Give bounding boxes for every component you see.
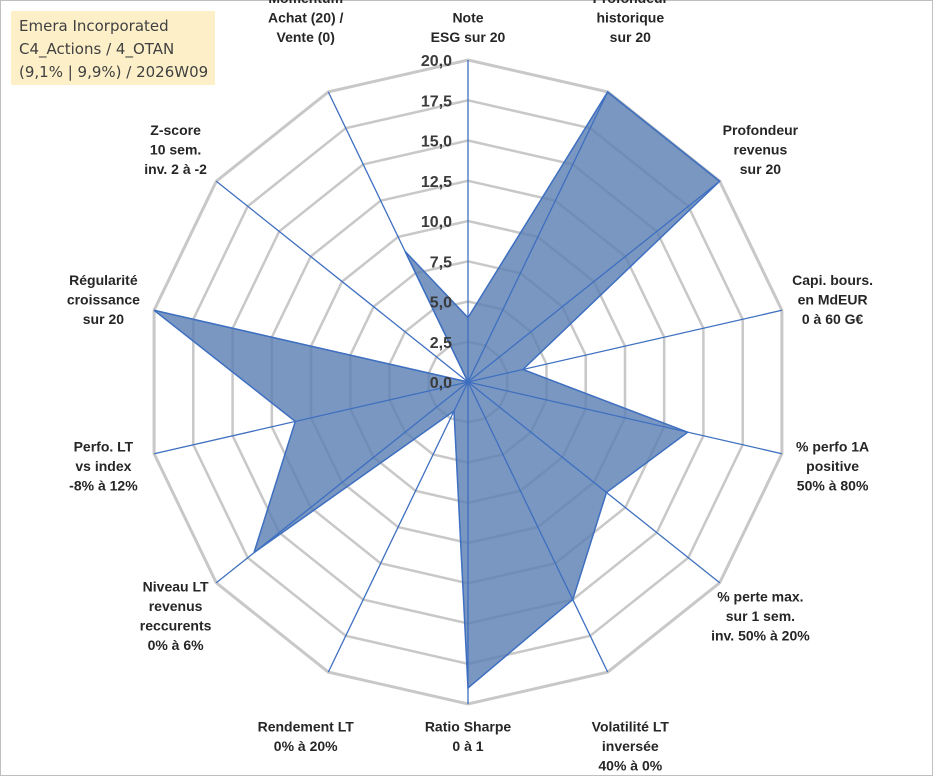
- axis-label-line: ESG sur 20: [431, 29, 506, 45]
- axis-label-line: Volatilité LT: [592, 719, 670, 735]
- axis-label: Momentum Achat (20) / Vente (0): [268, 0, 344, 45]
- axis-label-line: inv. 2 à -2: [144, 161, 207, 177]
- axis-spoke: [327, 91, 469, 383]
- tick-label: 17,5: [421, 93, 452, 110]
- weights-and-week: (9,1% | 9,9%) / 2026W09: [19, 63, 209, 81]
- axis-label-line: 10 sem.: [150, 142, 201, 158]
- axis-label: % perfo 1A positive 50% à 80%: [796, 439, 869, 494]
- axis-label-line: Rendement LT: [258, 719, 355, 735]
- axis-label-line: sur 20: [610, 29, 651, 45]
- axis-label-line: % perte max.: [717, 588, 803, 604]
- axis-label-line: Perfo. LT: [74, 439, 134, 455]
- axis-label-line: -8% à 12%: [69, 478, 138, 494]
- axis-label-line: Note: [452, 10, 483, 26]
- axis-label-line: croissance: [67, 292, 140, 308]
- axis-label-line: 0 à 60 G€: [802, 311, 864, 327]
- axis-label: Profondeur revenus sur 20: [723, 122, 799, 177]
- axis-spoke: [467, 91, 609, 383]
- axis-label-line: sur 1 sem.: [726, 608, 795, 624]
- axis-label-line: inv. 50% à 20%: [711, 627, 810, 643]
- info-box: Emera Incorporated C4_Actions / 4_OTAN (…: [11, 11, 215, 85]
- tick-label: 0,0: [430, 375, 452, 392]
- axis-label-line: Ratio Sharpe: [425, 719, 512, 735]
- tick-label: 15,0: [421, 134, 452, 151]
- axis-spoke: [153, 309, 469, 383]
- axis-label: Ratio Sharpe 0 à 1: [425, 719, 512, 755]
- axis-label: Perfo. LT vs index -8% à 12%: [69, 439, 138, 494]
- axis-label: Volatilité LT inversée 40% à 0%: [592, 719, 670, 774]
- axis-spoke: [467, 180, 721, 383]
- axis-spoke: [467, 381, 783, 455]
- axis-label: % perte max. sur 1 sem. inv. 50% à 20%: [711, 588, 810, 643]
- axis-label-line: 0% à 20%: [274, 738, 338, 754]
- axis-label-line: 0% à 6%: [148, 637, 205, 653]
- tick-label: 12,5: [421, 174, 452, 191]
- axis-label: Capi. bours. en MdEUR 0 à 60 G€: [792, 272, 873, 327]
- axis-label-line: historique: [596, 10, 664, 26]
- axis-label-line: Régularité: [69, 272, 138, 288]
- axis-label: Z-score 10 sem. inv. 2 à -2: [144, 122, 207, 177]
- axis-label-line: Vente (0): [277, 29, 335, 45]
- axis-label-line: sur 20: [83, 311, 124, 327]
- axis-label-line: revenus: [734, 142, 788, 158]
- axis-label-line: Capi. bours.: [792, 272, 873, 288]
- axis-label-line: en MdEUR: [798, 292, 868, 308]
- axis-label-line: % perfo 1A: [796, 439, 869, 455]
- tick-label: 20,0: [421, 53, 452, 70]
- axis-label: Niveau LT revenus reccurents 0% à 6%: [140, 579, 212, 654]
- axis-label-line: inversée: [602, 738, 659, 754]
- axis-label-line: revenus: [149, 598, 203, 614]
- axis-label-line: sur 20: [740, 161, 781, 177]
- axis-label: Profondeur historique sur 20: [593, 0, 669, 45]
- tick-label: 2,5: [430, 335, 452, 352]
- axis-label-line: Momentum: [268, 0, 343, 6]
- axis-label-line: Achat (20) /: [268, 10, 344, 26]
- axis-label-line: 50% à 80%: [797, 478, 869, 494]
- axis-label-line: 0 à 1: [452, 738, 483, 754]
- axis-spoke: [467, 309, 783, 383]
- axis-spoke: [467, 381, 721, 584]
- axis-label-line: positive: [806, 458, 859, 474]
- tick-label: 5,0: [430, 295, 452, 312]
- axis-spoke: [215, 180, 469, 383]
- axis-label-line: Z-score: [150, 122, 201, 138]
- axis-label-line: Profondeur: [593, 0, 669, 6]
- axis-spoke: [327, 381, 469, 673]
- axis-label-line: reccurents: [140, 618, 212, 634]
- axis-spoke: [467, 381, 609, 673]
- axis-label-line: Niveau LT: [143, 579, 209, 595]
- axis-label-line: 40% à 0%: [598, 758, 662, 774]
- axis-spoke: [153, 381, 469, 455]
- axis-label: Régularité croissance sur 20: [67, 272, 140, 327]
- axis-label: Rendement LT 0% à 20%: [258, 719, 355, 755]
- tick-label: 10,0: [421, 214, 452, 231]
- axis-label-line: Profondeur: [723, 122, 799, 138]
- portfolio-category: C4_Actions / 4_OTAN: [19, 40, 175, 58]
- company-name: Emera Incorporated: [19, 17, 169, 35]
- axis-label-line: vs index: [75, 458, 131, 474]
- axis-spoke: [215, 381, 469, 584]
- tick-label: 7,5: [430, 254, 452, 271]
- axis-label: Note ESG sur 20: [431, 10, 506, 46]
